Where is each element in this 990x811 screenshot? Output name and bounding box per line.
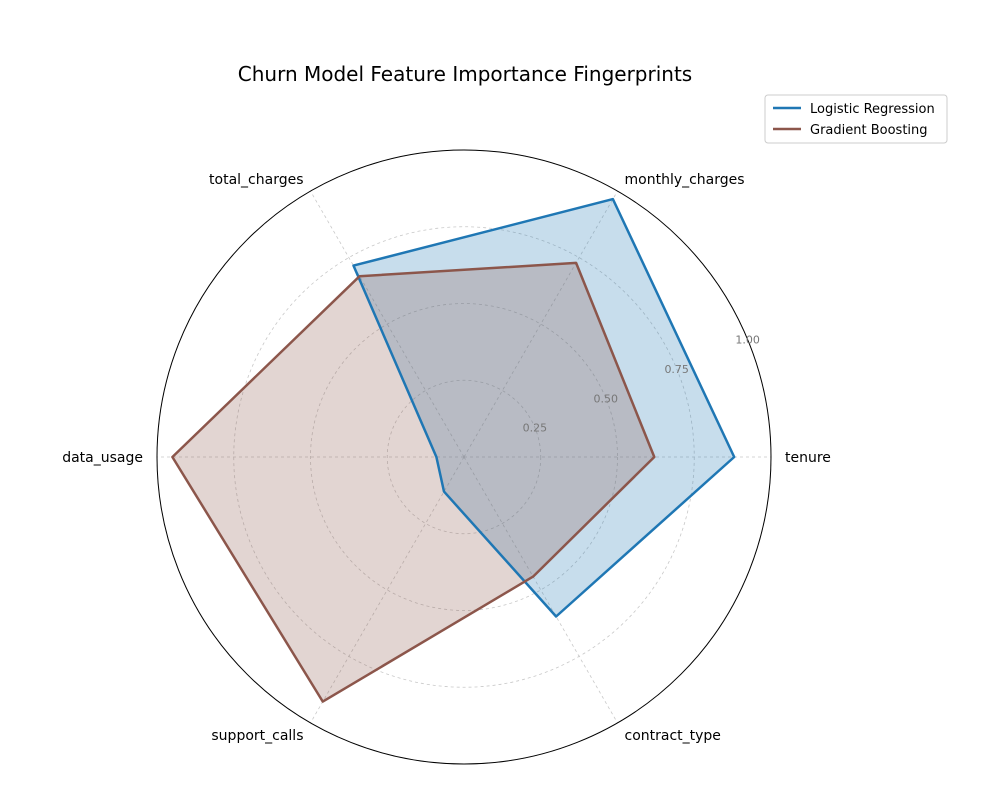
series-layer bbox=[171, 197, 736, 703]
legend-label-logistic-regression: Logistic Regression bbox=[810, 102, 935, 117]
legend: Logistic Regression Gradient Boosting bbox=[764, 94, 948, 144]
radial-tick-label: 1.00 bbox=[735, 334, 760, 347]
series-line-gradient-boosting bbox=[171, 261, 656, 703]
axis-label-monthly-charges: monthly_charges bbox=[625, 172, 745, 188]
axis-label-contract-type: contract_type bbox=[625, 728, 721, 744]
radial-tick-label: 0.75 bbox=[664, 363, 689, 376]
axis-labels: tenure monthly_charges total_charges data_u… bbox=[62, 172, 831, 744]
radial-gridline bbox=[386, 379, 542, 535]
grid bbox=[156, 149, 772, 765]
radial-tick-label: 0.50 bbox=[594, 392, 619, 405]
chart-title: Churn Model Feature Importance Fingerpri… bbox=[238, 62, 692, 86]
legend-box bbox=[764, 94, 948, 144]
axis-label-total-charges: total_charges bbox=[209, 172, 303, 188]
series-fill-logistic-regression bbox=[353, 199, 735, 617]
radial-gridline bbox=[310, 303, 618, 611]
radial-tick-label: 0.25 bbox=[523, 422, 548, 435]
tick-labels: 0.25 0.50 0.75 1.00 bbox=[523, 334, 760, 435]
axis-label-tenure: tenure bbox=[785, 450, 831, 466]
series-fill-gradient-boosting bbox=[172, 262, 655, 702]
axis-label-data-usage: data_usage bbox=[62, 450, 143, 466]
legend-label-gradient-boosting: Gradient Boosting bbox=[810, 123, 928, 138]
axis-label-support-calls: support_calls bbox=[211, 728, 303, 744]
polar-frame bbox=[156, 149, 772, 765]
series-line-logistic-regression bbox=[352, 197, 736, 618]
